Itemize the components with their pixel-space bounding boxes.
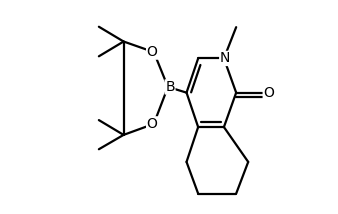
Text: N: N xyxy=(220,51,230,65)
Text: O: O xyxy=(147,45,158,59)
Text: O: O xyxy=(147,117,158,131)
Text: B: B xyxy=(165,80,175,94)
Text: O: O xyxy=(263,86,274,100)
